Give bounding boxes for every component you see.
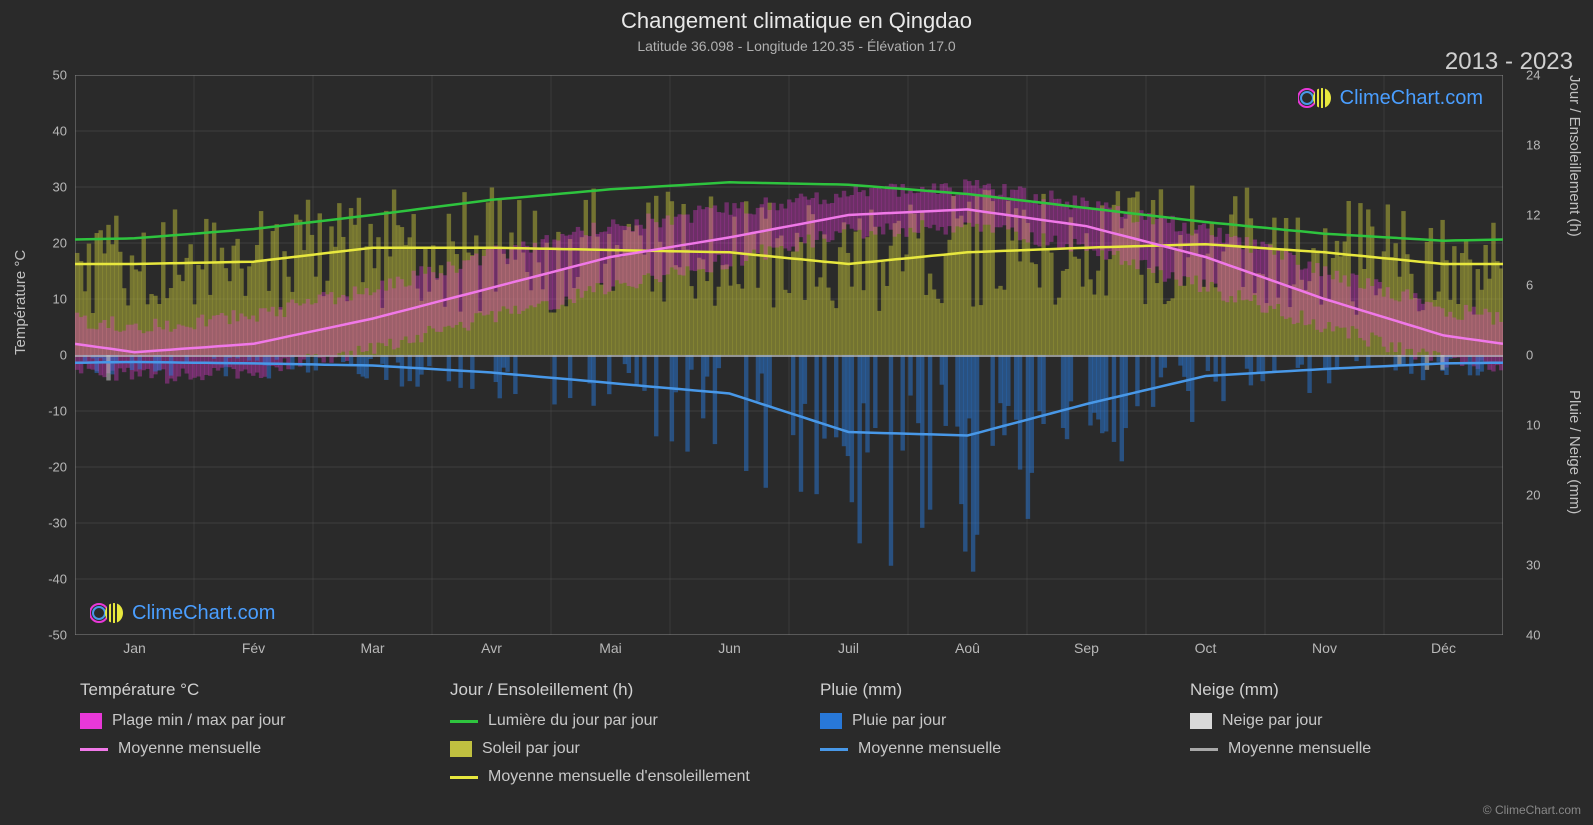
- legend-label: Pluie par jour: [852, 712, 946, 730]
- legend-item: Neige par jour: [1190, 712, 1520, 730]
- copyright-label: © ClimeChart.com: [1483, 803, 1581, 817]
- x-tick-month: Fév: [242, 640, 265, 656]
- y-tick-left: -20: [48, 460, 67, 475]
- legend-header: Température °C: [80, 680, 410, 700]
- x-tick-month: Avr: [481, 640, 502, 656]
- legend-column: Neige (mm) Neige par jour Moyenne mensuell…: [1190, 680, 1520, 796]
- y-tick-right: 12: [1526, 208, 1540, 223]
- logo-top-right: ClimeChart.com: [1298, 85, 1483, 111]
- y-axis-left: 50403020100-10-20-30-40-50: [0, 75, 75, 635]
- x-tick-month: Nov: [1312, 640, 1337, 656]
- logo-icon: [90, 600, 126, 626]
- legend-item: Moyenne mensuelle: [820, 740, 1150, 758]
- y-tick-left: -40: [48, 572, 67, 587]
- legend-item: Pluie par jour: [820, 712, 1150, 730]
- x-tick-month: Oct: [1195, 640, 1217, 656]
- x-tick-month: Mar: [360, 640, 384, 656]
- chart-subtitle: Latitude 36.098 - Longitude 120.35 - Élé…: [0, 34, 1593, 54]
- y-tick-right: 18: [1526, 138, 1540, 153]
- chart-title: Changement climatique en Qingdao: [0, 0, 1593, 34]
- x-tick-month: Juil: [838, 640, 859, 656]
- y-tick-left: 40: [53, 124, 67, 139]
- legend-header: Pluie (mm): [820, 680, 1150, 700]
- legend-item: Moyenne mensuelle d'ensoleillement: [450, 768, 780, 786]
- x-tick-month: Sep: [1074, 640, 1099, 656]
- y-tick-left: 50: [53, 68, 67, 83]
- climate-chart: Changement climatique en Qingdao Latitud…: [0, 0, 1593, 825]
- logo-bottom-left: ClimeChart.com: [90, 600, 275, 626]
- legend-header: Neige (mm): [1190, 680, 1520, 700]
- legend-item: Soleil par jour: [450, 740, 780, 758]
- legend-column: Jour / Ensoleillement (h) Lumière du jour…: [450, 680, 780, 796]
- x-tick-month: Déc: [1431, 640, 1456, 656]
- legend-swatch: [1190, 713, 1212, 729]
- logo-icon: [1298, 85, 1334, 111]
- legend-label: Moyenne mensuelle: [858, 740, 1001, 758]
- legend-column: Pluie (mm) Pluie par jour Moyenne mensuell…: [820, 680, 1150, 796]
- legend-label: Moyenne mensuelle d'ensoleillement: [488, 768, 750, 786]
- legend-label: Moyenne mensuelle: [1228, 740, 1371, 758]
- legend-swatch: [450, 720, 478, 723]
- y-tick-right: 10: [1526, 418, 1540, 433]
- legend-item: Plage min / max par jour: [80, 712, 410, 730]
- y-tick-left: 10: [53, 292, 67, 307]
- legend-swatch: [80, 713, 102, 729]
- legend-swatch: [820, 713, 842, 729]
- legend-label: Plage min / max par jour: [112, 712, 285, 730]
- legend-header: Jour / Ensoleillement (h): [450, 680, 780, 700]
- x-tick-month: Mai: [599, 640, 622, 656]
- year-range-label: 2013 - 2023: [1445, 48, 1573, 76]
- legend-item: Lumière du jour par jour: [450, 712, 780, 730]
- logo-text: ClimeChart.com: [132, 602, 275, 625]
- y-tick-right: 0: [1526, 348, 1533, 363]
- legend-swatch: [820, 748, 848, 751]
- legend-swatch: [450, 776, 478, 779]
- legend-item: Moyenne mensuelle: [1190, 740, 1520, 758]
- legend-label: Soleil par jour: [482, 740, 580, 758]
- y-tick-left: 0: [60, 348, 67, 363]
- x-axis: Jan Fév Mar Avr Mai Jun Juil Aoû Sep Oct Nov Déc: [75, 640, 1503, 665]
- y-tick-right: 20: [1526, 488, 1540, 503]
- logo-text: ClimeChart.com: [1340, 87, 1483, 110]
- legend-label: Neige par jour: [1222, 712, 1323, 730]
- x-tick-month: Jun: [718, 640, 741, 656]
- x-tick-month: Jan: [123, 640, 146, 656]
- y-tick-right: 30: [1526, 558, 1540, 573]
- y-tick-left: 20: [53, 236, 67, 251]
- y-tick-left: -10: [48, 404, 67, 419]
- y-axis-right: 2418126010203040: [1518, 75, 1593, 635]
- legend-column: Température °C Plage min / max par jour Mo…: [80, 680, 410, 796]
- plot-svg: [75, 75, 1503, 635]
- y-tick-left: -50: [48, 628, 67, 643]
- legend: Température °C Plage min / max par jour Mo…: [80, 680, 1520, 796]
- plot-area: [75, 75, 1503, 635]
- legend-swatch: [80, 748, 108, 751]
- x-tick-month: Aoû: [955, 640, 980, 656]
- legend-label: Moyenne mensuelle: [118, 740, 261, 758]
- y-tick-left: -30: [48, 516, 67, 531]
- y-tick-right: 6: [1526, 278, 1533, 293]
- legend-label: Lumière du jour par jour: [488, 712, 658, 730]
- y-tick-right: 24: [1526, 68, 1540, 83]
- y-tick-left: 30: [53, 180, 67, 195]
- legend-swatch: [1190, 748, 1218, 751]
- legend-swatch: [450, 741, 472, 757]
- legend-item: Moyenne mensuelle: [80, 740, 410, 758]
- y-tick-right: 40: [1526, 628, 1540, 643]
